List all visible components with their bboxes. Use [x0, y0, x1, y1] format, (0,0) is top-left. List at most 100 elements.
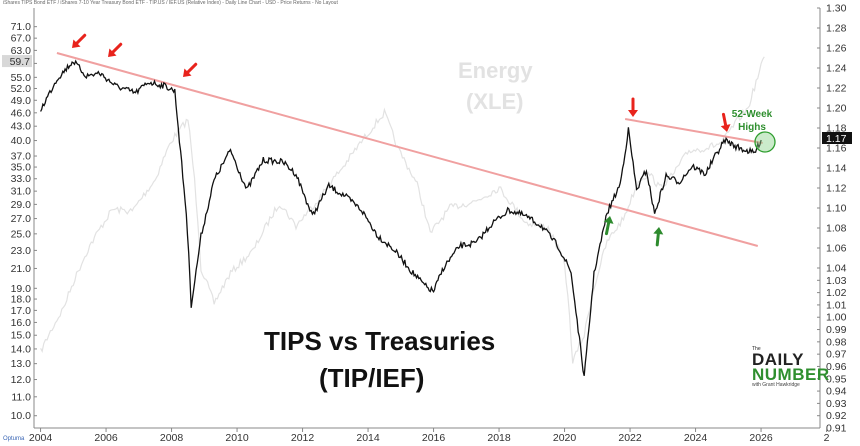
annotation-highs-line1: 52-Week [731, 109, 773, 120]
left-tick-label: 13.0 [11, 358, 32, 370]
right-tick-label: 0.97 [826, 349, 847, 361]
left-tick-label: 43.0 [11, 121, 32, 133]
red-arrow-head [183, 68, 192, 77]
left-tick-label: 37.0 [11, 151, 32, 163]
left-tick-label: 49.0 [11, 95, 32, 107]
left-current-value-bg [2, 55, 32, 68]
green-arrow-shaft [604, 221, 611, 236]
right-tick-label: 0.94 [826, 386, 847, 398]
x-tick-label: 2024 [684, 432, 708, 444]
red-arrow-head [628, 110, 638, 117]
x-tick-label: 2004 [29, 432, 53, 444]
right-tick-label: 1.20 [826, 103, 847, 115]
left-tick-label: 14.0 [11, 343, 32, 355]
x-tick-label: 2020 [553, 432, 577, 444]
right-tick-label: 1.03 [826, 275, 847, 287]
long-term-downtrend-line [56, 52, 759, 247]
annotation-highs-line2: Highs [738, 122, 766, 133]
left-tick-label: 11.0 [11, 391, 31, 403]
x-tick-label: 2022 [618, 432, 642, 444]
brand-the: The [752, 346, 761, 352]
red-arrow-head [108, 48, 117, 57]
right-tick-label: 1.08 [826, 223, 847, 235]
brand-daily: DAILY [752, 350, 804, 369]
left-tick-label: 63.0 [11, 45, 32, 57]
left-tick-label: 10.0 [11, 410, 32, 422]
highs-circle [754, 131, 776, 153]
left-tick-label: 23.0 [11, 245, 32, 257]
red-arrow-shaft [721, 112, 728, 127]
x-tick-label: 2008 [160, 432, 184, 444]
right-tick-label: 1.01 [826, 299, 847, 311]
left-tick-label: 67.0 [11, 33, 32, 45]
ratio-series-layer [40, 59, 762, 376]
left-tick-label: 27.0 [11, 213, 32, 225]
right-tick-label: 0.95 [826, 373, 847, 385]
left-tick-label: 21.0 [11, 263, 32, 275]
x-tick-label: 2 [824, 432, 830, 444]
x-tick-label: 2010 [225, 432, 249, 444]
red-arrow-head [720, 124, 731, 132]
left-tick-label: 35.0 [11, 162, 32, 174]
right-tick-label: 0.98 [826, 336, 847, 348]
red-arrow-head [72, 39, 81, 48]
recent-resistance-line [624, 118, 763, 144]
left-tick-label: 71.0 [11, 21, 32, 33]
brand-logo: The DAILY NUMBER with Grant Hawkridge [752, 346, 830, 388]
right-tick-label: 1.16 [826, 143, 847, 155]
left-tick-label: 52.0 [11, 83, 32, 95]
annotation-marks-layer [72, 33, 776, 247]
right-current-value-label: 1.17 [826, 133, 847, 145]
left-tick-label: 12.0 [11, 374, 32, 386]
brand-with: with Grant Hawkridge [752, 382, 800, 388]
chart-header-text: iShares TIPS Bond ETF / iShares 7-10 Yea… [3, 0, 338, 6]
right-tick-label: 0.96 [826, 361, 847, 373]
right-tick-label: 0.93 [826, 398, 847, 410]
right-tick-label: 1.10 [826, 203, 847, 215]
right-tick-label: 1.14 [826, 163, 847, 175]
x-tick-label: 2026 [749, 432, 773, 444]
right-tick-label: 1.12 [826, 183, 847, 195]
optuma-logo: Optuma [3, 436, 25, 442]
x-tick-label: 2018 [487, 432, 511, 444]
energy-series-layer [40, 56, 765, 364]
right-tick-label: 1.24 [826, 63, 847, 75]
green-arrow-head [653, 227, 664, 235]
left-current-value-label: 59.7 [10, 56, 31, 68]
left-tick-label: 33.0 [11, 173, 32, 185]
right-tick-label: 0.99 [826, 324, 847, 336]
energy-overlay-label-1: Energy [458, 58, 533, 83]
red-arrow-shaft [186, 62, 198, 74]
left-tick-label: 29.0 [11, 199, 32, 211]
right-tick-label: 0.92 [826, 410, 847, 422]
right-tick-label: 1.22 [826, 83, 847, 95]
green-arrow-shaft [655, 232, 660, 247]
left-tick-label: 15.0 [11, 330, 32, 342]
left-tick-label: 17.0 [11, 305, 32, 317]
left-tick-label: 18.0 [11, 294, 32, 306]
right-tick-label: 1.18 [826, 123, 847, 135]
annotation-52-week-highs: 52-Week Highs [712, 108, 792, 134]
right-tick-label: 1.02 [826, 287, 847, 299]
right-tick-label: 1.30 [826, 3, 847, 15]
ratio-series-line [40, 59, 762, 376]
energy-series-line [40, 56, 765, 364]
right-tick-label: 1.00 [826, 312, 847, 324]
left-tick-label: 40.0 [11, 135, 32, 147]
axes-layer: 71.067.063.059.055.052.049.046.043.040.0… [2, 3, 852, 444]
red-arrow-shaft [75, 33, 87, 45]
right-tick-label: 0.91 [826, 423, 847, 435]
left-tick-label: 25.0 [11, 228, 32, 240]
left-tick-label: 46.0 [11, 107, 32, 119]
energy-overlay-label-2: (XLE) [466, 89, 524, 114]
right-tick-label: 1.26 [826, 43, 847, 55]
right-current-value-bg [822, 132, 852, 144]
x-tick-label: 2012 [291, 432, 315, 444]
trendline-layer [56, 52, 763, 247]
x-tick-label: 2016 [422, 432, 446, 444]
chart-title: TIPS vs Treasuries [264, 326, 496, 356]
left-tick-label: 16.0 [11, 317, 32, 329]
left-tick-label: 19.0 [11, 283, 32, 295]
x-tick-label: 2006 [94, 432, 118, 444]
